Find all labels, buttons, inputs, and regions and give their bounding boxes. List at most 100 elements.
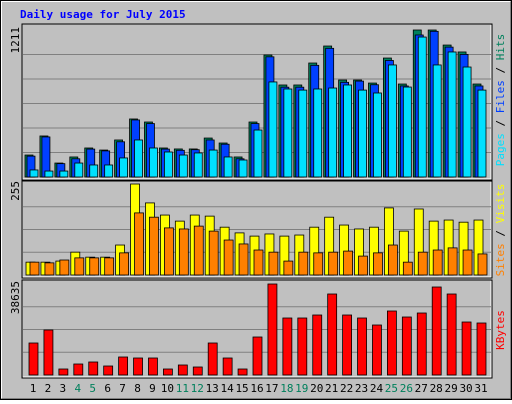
x-tick-label: 30 bbox=[459, 382, 472, 395]
bar bbox=[58, 368, 69, 376]
bar bbox=[461, 321, 472, 376]
bar bbox=[357, 317, 367, 376]
bar bbox=[163, 227, 174, 276]
x-tick-label: 22 bbox=[340, 382, 353, 395]
x-tick-label: 4 bbox=[74, 382, 81, 395]
x-tick-label: 7 bbox=[119, 382, 126, 395]
bar bbox=[74, 162, 84, 178]
bar bbox=[28, 342, 39, 376]
bar bbox=[192, 366, 203, 376]
bar bbox=[178, 228, 189, 276]
x-tick-label: 10 bbox=[161, 382, 174, 395]
bar bbox=[104, 164, 114, 178]
bar bbox=[462, 66, 472, 178]
y-tick-label: 38635 bbox=[9, 281, 22, 314]
bar bbox=[387, 244, 398, 276]
bar bbox=[44, 170, 54, 178]
bar bbox=[282, 317, 293, 376]
bar bbox=[104, 257, 115, 276]
x-tick-label: 24 bbox=[370, 382, 384, 395]
bar bbox=[446, 293, 457, 376]
x-tick-label: 9 bbox=[149, 382, 156, 395]
x-tick-label: 25 bbox=[385, 382, 398, 395]
legend-separator: / bbox=[494, 223, 507, 243]
bar bbox=[193, 152, 203, 178]
bar bbox=[43, 329, 54, 376]
bar bbox=[119, 252, 129, 276]
x-tick-label: 21 bbox=[325, 382, 338, 395]
bar bbox=[283, 260, 294, 276]
x-tick-label: 13 bbox=[206, 382, 219, 395]
bar bbox=[373, 252, 383, 276]
bar bbox=[44, 262, 55, 276]
legend-entry: KBytes bbox=[494, 310, 507, 350]
bar bbox=[133, 357, 143, 376]
x-tick-label: 19 bbox=[295, 382, 308, 395]
x-tick-label: 26 bbox=[400, 382, 413, 395]
legend-separator: / bbox=[494, 113, 507, 133]
bar bbox=[431, 286, 442, 376]
bar bbox=[148, 357, 158, 376]
bar bbox=[402, 261, 413, 276]
x-tick-label: 6 bbox=[104, 382, 111, 395]
x-tick-label: 12 bbox=[191, 382, 204, 395]
y-tick-label: 255 bbox=[9, 181, 22, 201]
panel-bevel bbox=[23, 281, 492, 378]
bar bbox=[297, 317, 308, 376]
bar bbox=[416, 312, 427, 376]
bar bbox=[253, 129, 263, 178]
chart-title: Daily usage for July 2015 bbox=[20, 8, 186, 21]
bar bbox=[253, 249, 264, 276]
bar bbox=[222, 357, 233, 376]
panel-bevel bbox=[23, 182, 492, 278]
bar bbox=[267, 283, 278, 376]
bar bbox=[238, 243, 249, 276]
bar bbox=[177, 364, 188, 376]
bar bbox=[328, 87, 338, 178]
x-tick-label: 8 bbox=[134, 382, 141, 395]
bar bbox=[432, 249, 443, 276]
bar bbox=[149, 216, 159, 276]
panel-bevel bbox=[23, 25, 492, 180]
bar bbox=[59, 259, 70, 276]
bar bbox=[358, 89, 367, 178]
bar bbox=[312, 314, 323, 376]
bar bbox=[447, 247, 458, 276]
legend-entry: Hits bbox=[494, 34, 507, 61]
bar bbox=[372, 324, 382, 376]
bar bbox=[342, 314, 353, 376]
bar bbox=[268, 81, 278, 178]
bar bbox=[88, 361, 99, 376]
legend: Pages / Files / Hits bbox=[494, 34, 507, 167]
x-tick-label: 5 bbox=[89, 382, 96, 395]
legend: Sites / Visits bbox=[494, 184, 507, 277]
bar bbox=[29, 261, 40, 276]
x-tick-label: 11 bbox=[176, 382, 189, 395]
x-tick-label: 1 bbox=[30, 382, 37, 395]
bar bbox=[163, 151, 173, 178]
bar bbox=[119, 157, 128, 178]
x-tick-label: 2 bbox=[45, 382, 52, 395]
bar bbox=[343, 250, 354, 276]
legend: KBytes bbox=[494, 310, 507, 350]
x-tick-label: 23 bbox=[355, 382, 368, 395]
bar bbox=[432, 64, 442, 178]
bar bbox=[59, 170, 69, 178]
bar bbox=[343, 84, 353, 178]
bar bbox=[298, 251, 309, 276]
bar bbox=[358, 255, 368, 276]
bar bbox=[283, 88, 293, 178]
legend-entry: Visits bbox=[494, 184, 507, 224]
x-tick-label: 17 bbox=[265, 382, 278, 395]
legend-entry: Sites bbox=[494, 243, 507, 276]
x-tick-label: 27 bbox=[415, 382, 428, 395]
x-tick-label: 14 bbox=[221, 382, 235, 395]
bar bbox=[74, 257, 85, 276]
bar bbox=[327, 293, 338, 376]
bar bbox=[477, 89, 487, 178]
x-tick-label: 18 bbox=[280, 382, 293, 395]
bar bbox=[401, 316, 412, 376]
bar bbox=[313, 88, 323, 178]
